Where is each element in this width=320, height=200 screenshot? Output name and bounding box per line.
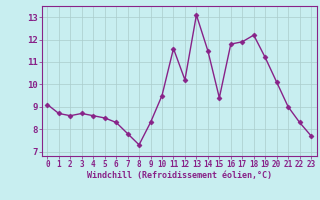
X-axis label: Windchill (Refroidissement éolien,°C): Windchill (Refroidissement éolien,°C) — [87, 171, 272, 180]
